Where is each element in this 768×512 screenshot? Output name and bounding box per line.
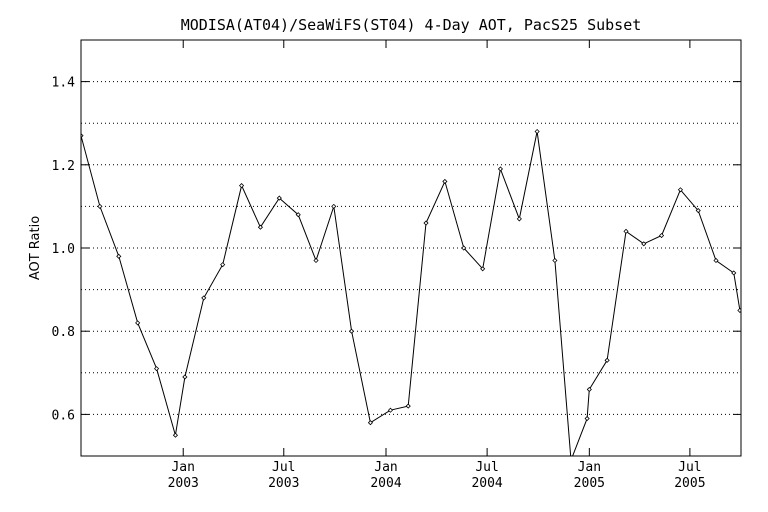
y-tick-label: 1.0 xyxy=(52,242,75,257)
y-axis-label: AOT Ratio xyxy=(28,216,43,280)
data-point xyxy=(220,262,226,268)
data-point xyxy=(172,432,179,438)
data-point xyxy=(238,183,245,189)
chart-title: MODISA(AT04)/SeaWiFS(ST04) 4-Day AOT, Pa… xyxy=(181,16,642,34)
data-point xyxy=(713,257,719,264)
data-point xyxy=(731,270,737,276)
y-tick-label: 0.6 xyxy=(52,408,75,423)
x-tick-label-year: 2005 xyxy=(574,476,605,491)
data-point xyxy=(497,166,504,172)
y-tick-label: 1.2 xyxy=(52,159,75,174)
x-tick-label-month: Jan xyxy=(374,460,397,475)
data-point xyxy=(348,328,355,334)
data-point xyxy=(153,366,160,372)
data-point xyxy=(423,220,429,226)
x-tick-label-year: 2003 xyxy=(268,476,299,491)
x-tick-label-month: Jul xyxy=(475,460,498,475)
x-tick-label-month: Jul xyxy=(272,460,295,475)
series-group xyxy=(81,128,741,462)
data-point xyxy=(641,241,647,247)
data-point xyxy=(516,216,522,222)
y-tick-label: 0.8 xyxy=(52,325,75,340)
data-point xyxy=(695,207,701,214)
data-point xyxy=(387,407,394,413)
x-tick-label-month: Jul xyxy=(678,460,701,475)
data-point xyxy=(677,187,684,193)
data-point xyxy=(552,257,558,264)
data-point xyxy=(569,458,573,462)
data-point xyxy=(604,357,610,363)
x-tick-label-year: 2005 xyxy=(674,476,705,491)
data-point xyxy=(201,295,207,301)
data-point xyxy=(405,403,411,409)
x-tick-label-year: 2004 xyxy=(471,476,502,491)
x-tick-label-month: Jan xyxy=(171,460,194,475)
data-point xyxy=(331,203,337,209)
x-axis-ticks: Jan2003Jul2003Jan2004Jul2004Jan2005Jul20… xyxy=(168,40,706,491)
data-point xyxy=(658,232,665,239)
data-point xyxy=(313,257,319,264)
data-point xyxy=(135,320,141,326)
data-point xyxy=(480,266,486,272)
series-line xyxy=(81,131,741,456)
data-point xyxy=(295,212,301,218)
data-point xyxy=(116,253,122,259)
data-point xyxy=(276,195,282,201)
y-axis-ticks: 0.6 0.8 1.0 1.2 1.4 xyxy=(52,76,741,423)
data-point xyxy=(367,420,374,426)
x-tick-label-year: 2004 xyxy=(370,476,401,491)
data-point xyxy=(586,386,592,393)
data-point xyxy=(97,203,103,209)
data-point xyxy=(461,245,467,251)
plot-frame xyxy=(80,39,742,457)
data-point xyxy=(442,178,448,185)
data-point xyxy=(737,307,741,313)
x-tick-label-year: 2003 xyxy=(168,476,199,491)
data-point xyxy=(182,374,188,380)
gridlines xyxy=(81,81,741,415)
data-point xyxy=(584,415,590,422)
data-point xyxy=(623,228,629,234)
y-tick-label: 1.4 xyxy=(52,76,76,91)
data-point xyxy=(257,224,264,230)
data-point xyxy=(534,128,540,135)
x-tick-label-month: Jan xyxy=(578,460,601,475)
